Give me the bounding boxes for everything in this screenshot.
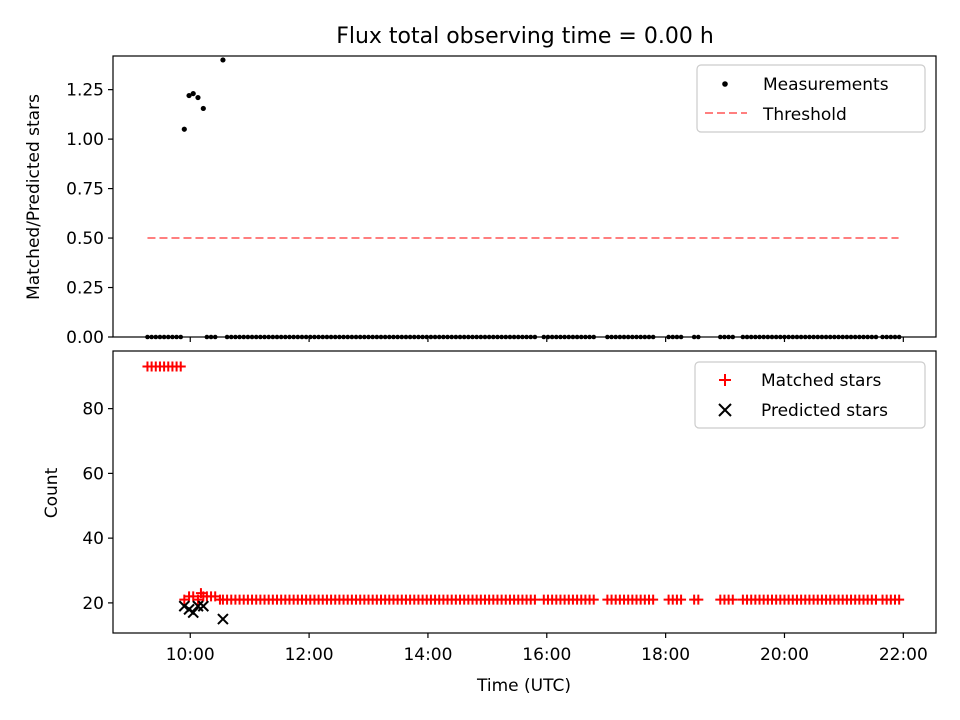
measurement-point: [186, 92, 192, 99]
top-legend: Measurements Threshold: [696, 64, 926, 133]
top-ytick-label: 1.00: [66, 130, 104, 150]
bottom-xtick-label: 20:00: [760, 645, 809, 665]
bottom-xtick-label: 10:00: [166, 645, 215, 665]
bottom-ytick-label: 40: [82, 529, 104, 549]
legend-matched-label: Matched stars: [761, 371, 881, 391]
matched-star-marker: [894, 594, 905, 605]
matched-star-marker: [175, 361, 186, 372]
top-legend-box: [696, 64, 926, 133]
measurement-point: [190, 90, 196, 97]
top-ytick-label: 0.50: [66, 229, 104, 249]
top-panel: Matched/Predicted stars 0.00 0.25 0.50 0.75…: [24, 55, 937, 348]
bottom-y-axis: 20 40 60 80: [82, 400, 113, 614]
matched-star-marker: [727, 594, 738, 605]
bottom-xtick-label: 14:00: [403, 645, 452, 665]
matched-star-marker: [693, 594, 704, 605]
measurement-point: [181, 126, 187, 132]
predicted-star-marker: [187, 606, 199, 619]
legend-measurements-label: Measurements: [763, 75, 889, 95]
matched-star-marker: [588, 594, 599, 605]
top-x-axis: [189, 337, 904, 342]
bottom-x-axis: 10:00 12:00 14:00 16:00 18:00 20:00 22:00: [166, 633, 928, 665]
bottom-xtick-label: 16:00: [522, 645, 571, 665]
matched-star-marker: [648, 594, 659, 605]
bottom-xtick-label: 12:00: [285, 645, 334, 665]
bottom-xtick-label: 22:00: [879, 645, 928, 665]
bottom-panel: Count 20 40 60 80 10:00 12:00 14:00 16:00 18:00…: [42, 350, 937, 696]
top-plot-area: [145, 57, 902, 340]
top-ytick-label: 0.25: [66, 279, 104, 299]
bottom-ytick-label: 20: [82, 594, 104, 614]
bottom-ytick-label: 80: [82, 400, 104, 420]
matched-star-marker: [529, 594, 540, 605]
bottom-plot-area: [142, 361, 905, 625]
bottom-xtick-label: 18:00: [641, 645, 690, 665]
legend-predicted-label: Predicted stars: [761, 401, 888, 421]
bottom-axes-frame: [112, 350, 937, 634]
top-ytick-label: 0.75: [66, 180, 104, 200]
measurement-point: [195, 94, 201, 101]
bottom-legend: Matched stars Predicted stars: [694, 361, 926, 429]
chart-title: Flux total observing time = 0.00 h: [336, 24, 714, 49]
predicted-star-marker: [217, 613, 229, 625]
top-ylabel: Matched/Predicted stars: [24, 94, 44, 300]
bottom-ytick-label: 60: [82, 464, 104, 484]
legend-threshold-label: Threshold: [762, 105, 847, 125]
bottom-legend-box: [694, 361, 926, 429]
bottom-ylabel: Count: [42, 467, 62, 518]
top-ytick-label: 0.00: [66, 328, 104, 348]
predicted-star-marker: [197, 600, 210, 612]
measurement-point: [220, 57, 226, 63]
legend-predicted-marker: [718, 403, 732, 417]
top-ytick-label: 1.25: [66, 81, 104, 101]
matched-star-marker: [217, 594, 228, 605]
top-axes-frame: [112, 55, 937, 338]
measurement-point: [200, 105, 206, 112]
legend-matched-marker: [719, 374, 731, 386]
matched-star-marker: [676, 594, 687, 605]
top-y-axis: 0.00 0.25 0.50 0.75 1.00 1.25: [66, 81, 113, 348]
bottom-xlabel: Time (UTC): [476, 676, 571, 696]
matched-star-marker: [192, 594, 203, 605]
legend-measurements-marker: [722, 81, 728, 87]
